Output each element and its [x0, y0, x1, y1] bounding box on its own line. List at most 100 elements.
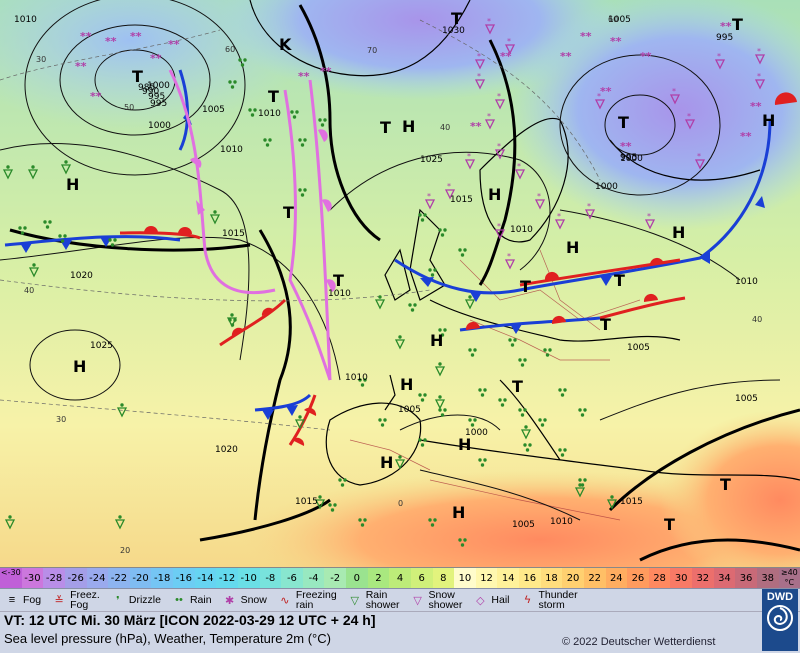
- snow-symbol: **: [720, 20, 732, 33]
- scale-swatch: -16: [173, 568, 195, 589]
- rain-symbol: [358, 378, 362, 382]
- snow-symbol: **: [750, 100, 762, 113]
- snow-symbol: **: [168, 38, 180, 51]
- snow-shower-flake: *: [697, 152, 701, 161]
- snow-symbol: **: [580, 30, 592, 43]
- snow-shower-flake: *: [597, 92, 601, 101]
- isobar-label: 1010: [328, 289, 351, 299]
- snow-shower-symbol: [534, 199, 546, 210]
- snow-shower-flake: *: [497, 92, 501, 101]
- rain-symbol: [525, 448, 530, 452]
- rain-symbol: [440, 333, 445, 337]
- rain-shower-symbol: [114, 519, 126, 530]
- snow-shower-flake: *: [757, 47, 761, 56]
- rain-shower-dot: [438, 395, 442, 399]
- high-pressure-center: H: [380, 453, 393, 472]
- isobar-label: 990: [142, 87, 159, 97]
- snow-symbol: **: [500, 50, 512, 63]
- rain-symbol: [240, 63, 245, 67]
- legend-item-freezing-rain: ∿ Freezing rain: [277, 590, 336, 611]
- scale-swatch: 10: [454, 568, 476, 589]
- snow-shower-symbol: [464, 159, 476, 170]
- rain-shower-dot: [118, 515, 122, 519]
- legend-item-hail: ◇ Hail: [472, 594, 509, 607]
- isobar-label: 1000: [465, 428, 488, 438]
- map-description: Sea level pressure (hPa), Weather, Tempe…: [4, 631, 331, 646]
- rain-symbol: [470, 353, 475, 357]
- legend-item-snow: ✱ Snow: [222, 594, 267, 607]
- rain-shower-symbol: [434, 366, 446, 377]
- isobar-label: 1020: [70, 271, 93, 281]
- scale-swatch: -30: [21, 568, 44, 589]
- high-pressure-center: H: [488, 185, 501, 204]
- rain-symbol: [420, 443, 425, 447]
- isobar-label: 1000: [620, 154, 643, 164]
- snow-symbol: **: [470, 120, 482, 133]
- rain-symbol: [430, 523, 435, 527]
- scale-swatch: 16: [519, 568, 541, 589]
- scale-swatch: 24: [605, 568, 628, 589]
- scale-swatch: 6: [410, 568, 433, 589]
- weather-legend: ≡ Fog ≚ Freez. Fog ❜ Drizzle •• Rain ✱ Snow ∿ Freez…: [0, 589, 800, 612]
- snow-shower-symbol: [644, 219, 656, 230]
- low-pressure-center: T: [720, 475, 731, 494]
- scale-swatch: -18: [151, 568, 173, 589]
- high-pressure-center: H: [402, 117, 415, 136]
- rain-symbol: [243, 58, 247, 62]
- rain-shower-symbol: [394, 339, 406, 350]
- rain-shower-symbol: [209, 214, 221, 225]
- rain-symbol: [443, 408, 447, 412]
- rain-symbol: [23, 226, 27, 230]
- scale-swatch: -24: [86, 568, 109, 589]
- snow-symbol: **: [620, 140, 632, 153]
- rain-symbol: [478, 458, 482, 462]
- scale-swatch: -14: [194, 568, 217, 589]
- high-pressure-center: H: [458, 435, 471, 454]
- isobar-label: 1010: [735, 277, 758, 287]
- scale-swatch: 38: [756, 568, 779, 589]
- rain-shower-symbol: [464, 299, 476, 310]
- legend-label: Fog: [23, 594, 42, 606]
- rain-symbol: [470, 423, 475, 427]
- rain-symbol: [418, 213, 422, 217]
- rain-symbol: [458, 248, 462, 252]
- rain-symbol: [298, 188, 302, 192]
- rain-shower-symbol: [60, 164, 72, 175]
- rain-shower-dot: [398, 335, 402, 339]
- isotherms: [0, 19, 601, 431]
- rain-symbol: [360, 383, 365, 387]
- isobar-label: 1015: [222, 229, 245, 239]
- warm-front-biscay: [219, 298, 287, 347]
- isobar-label: 1005: [627, 343, 650, 353]
- dwd-logo-text: DWD: [766, 591, 794, 603]
- rain-shower-symbol: [434, 399, 446, 410]
- rain-symbol: [543, 418, 547, 422]
- rain-symbol: [440, 413, 445, 417]
- rain-symbol: [473, 418, 477, 422]
- rain-shower-symbol: [28, 267, 40, 278]
- rain-symbol: [20, 231, 25, 235]
- rain-symbol: [563, 388, 567, 392]
- isobar-label: 1015: [295, 497, 318, 507]
- low-pressure-center: T: [614, 271, 625, 290]
- rain-shower-dot: [230, 313, 234, 317]
- rain-shower-dot: [213, 210, 217, 214]
- snow-shower-symbol: [444, 189, 456, 200]
- low-pressure-center: T: [132, 67, 143, 86]
- rain-symbol: [303, 188, 307, 192]
- snow-symbol: **: [320, 65, 332, 78]
- rain-shower-symbol: [394, 459, 406, 470]
- rain-symbol: [343, 478, 347, 482]
- legend-panel: ≡ Fog ≚ Freez. Fog ❜ Drizzle •• Rain ✱ Snow ∿ Freez…: [0, 588, 800, 653]
- warm-front-northeast: [774, 92, 797, 105]
- hail-icon: ◇: [476, 594, 485, 607]
- low-pressure-center: T: [268, 87, 279, 106]
- rain-symbol: [433, 268, 437, 272]
- rain-symbol: [483, 458, 487, 462]
- snow-symbol: **: [298, 70, 310, 83]
- rain-symbol: [292, 115, 297, 119]
- low-pressure-center: T: [451, 9, 462, 28]
- scale-swatch: 0: [346, 568, 368, 589]
- snow-shower-symbol: [494, 99, 506, 110]
- rain-symbol: [563, 448, 567, 452]
